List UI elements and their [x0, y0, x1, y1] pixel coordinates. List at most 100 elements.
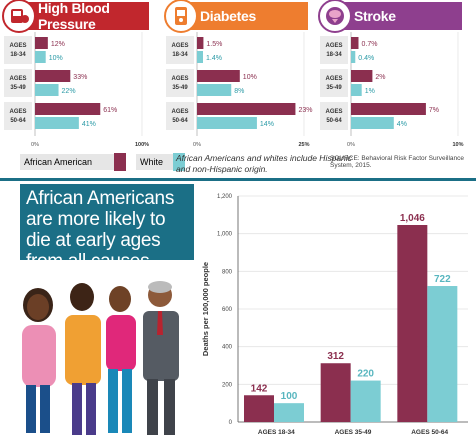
brain-icon: [318, 0, 352, 33]
bar-african-american: [35, 37, 48, 49]
bar-white: [427, 286, 458, 422]
bar-white: [274, 403, 304, 422]
y-tick-label: 1,000: [217, 232, 233, 238]
legend-swatch-african-american: [114, 153, 127, 171]
legend-label: African American: [24, 157, 93, 167]
x-tick-label: AGES 35-49: [335, 429, 372, 436]
tick-label: 10%: [452, 142, 463, 148]
bar-white: [35, 84, 59, 96]
bar-value-label: 7%: [429, 107, 439, 114]
category-label-line1: AGES: [325, 76, 342, 82]
category-label-line2: 35-49: [10, 85, 26, 91]
bar-african-american: [197, 37, 204, 49]
category-label-line1: AGES: [325, 109, 342, 115]
tick-label: 0%: [31, 142, 39, 148]
bar-white: [197, 84, 232, 96]
section-divider: [0, 178, 476, 181]
y-tick-label: 200: [222, 382, 233, 388]
legend-swatch-white: [173, 153, 186, 171]
origin-note: African Americans and whites include His…: [176, 153, 352, 174]
category-label-line1: AGES: [171, 43, 188, 49]
bar-african-american: [351, 70, 373, 82]
bar-value-label: 8%: [234, 88, 244, 95]
tick-label: 100%: [135, 142, 149, 148]
chart-stroke: AGES 18-34 0.7% 0.4% AGES 35-49 2%1% AGES 50-64 7…: [320, 32, 464, 148]
category-bg: [320, 36, 348, 64]
person-older-man-gray-icon: [143, 281, 179, 435]
category-label-line2: 35-49: [172, 85, 188, 91]
legend: African American White: [20, 151, 195, 173]
category-bg: [4, 69, 32, 97]
category-bg: [4, 36, 32, 64]
bar-value-label: 41%: [82, 121, 96, 128]
headline: African Americans are more likely to die…: [20, 184, 194, 272]
panel-header: High Blood Pressure: [2, 0, 149, 33]
bar-value-label: 33%: [73, 74, 87, 81]
bar-value-label: 220: [357, 369, 374, 380]
bar-white: [350, 380, 381, 422]
category-label-line1: AGES: [171, 109, 188, 115]
category-label-line2: 18-34: [10, 52, 26, 58]
tick-label: 0%: [193, 142, 201, 148]
category-bg: [4, 102, 32, 130]
bar-white: [197, 117, 257, 129]
category-label-line2: 35-49: [326, 85, 342, 91]
bar-value-label: 2%: [375, 74, 385, 81]
category-label-line2: 50-64: [326, 118, 342, 124]
category-bg: [320, 102, 348, 130]
legend-white: White: [136, 153, 186, 171]
bar-white: [351, 51, 356, 63]
bar-african-american: [320, 363, 351, 422]
bar-african-american: [244, 395, 274, 422]
bar-white: [197, 51, 203, 63]
y-tick-label: 0: [229, 420, 233, 426]
category-label-line2: 50-64: [10, 118, 26, 124]
tick-label: 25%: [298, 142, 309, 148]
bar-african-american: [197, 70, 240, 82]
panel-title: Stroke: [354, 8, 396, 24]
bar-african-american: [351, 103, 426, 115]
bar-value-label: 4%: [397, 121, 407, 128]
bar-value-label: 100: [281, 391, 298, 402]
bar-value-label: 722: [434, 274, 451, 285]
bar-value-label: 0.7%: [361, 41, 377, 48]
bar-white: [351, 117, 394, 129]
category-label-line1: AGES: [9, 109, 26, 115]
y-tick-label: 600: [222, 307, 233, 313]
legend-african-american: African American: [20, 153, 127, 171]
category-label-line2: 50-64: [172, 118, 188, 124]
people-illustration: [22, 281, 179, 435]
category-label-line2: 18-34: [326, 52, 342, 58]
category-label-line1: AGES: [325, 43, 342, 49]
panel-diabetes: Diabetes AGES 18-34 1.5% 1.4% AGES 35-49 10% 8%…: [164, 0, 316, 150]
bar-white: [35, 51, 46, 63]
category-label-line1: AGES: [9, 43, 26, 49]
deaths-chart: 0 200 400 600 800 1,000 1,200 Deaths per 100,00…: [201, 194, 468, 436]
person-man-orange-icon: [65, 283, 101, 435]
category-label-line1: AGES: [9, 76, 26, 82]
bar-value-label: 61%: [103, 107, 117, 114]
legend-label: White: [140, 157, 164, 167]
category-label-line2: 18-34: [172, 52, 188, 58]
bar-value-label: 142: [251, 383, 268, 394]
bar-african-american: [197, 103, 296, 115]
bar-value-label: 1.5%: [206, 41, 222, 48]
panel-stroke: Stroke AGES 18-34 0.7% 0.4% AGES 35-49 2% 1% AGE…: [318, 0, 470, 150]
y-tick-label: 1,200: [217, 194, 233, 200]
bar-value-label: 23%: [298, 107, 312, 114]
source-note: SOURCE: Behavioral Risk Factor Surveilla…: [330, 155, 465, 169]
bar-value-label: 14%: [260, 121, 274, 128]
category-bg: [166, 102, 194, 130]
x-tick-label: AGES 18-34: [258, 429, 295, 436]
bar-value-label: 10%: [243, 74, 257, 81]
blood-pressure-icon: [2, 0, 36, 33]
panel-title: High Blood Pressure: [38, 0, 110, 32]
category-bg: [166, 36, 194, 64]
bar-value-label: 312: [327, 351, 344, 362]
bar-african-american: [397, 225, 428, 422]
panel-blood-pressure: High Blood Pressure AGES 18-34 12% 10% AGES 3…: [2, 0, 154, 150]
person-woman-magenta-icon: [106, 286, 136, 433]
panel-title: Diabetes: [200, 8, 256, 24]
bar-value-label: 1,046: [400, 213, 425, 224]
tick-label: 0%: [347, 142, 355, 148]
